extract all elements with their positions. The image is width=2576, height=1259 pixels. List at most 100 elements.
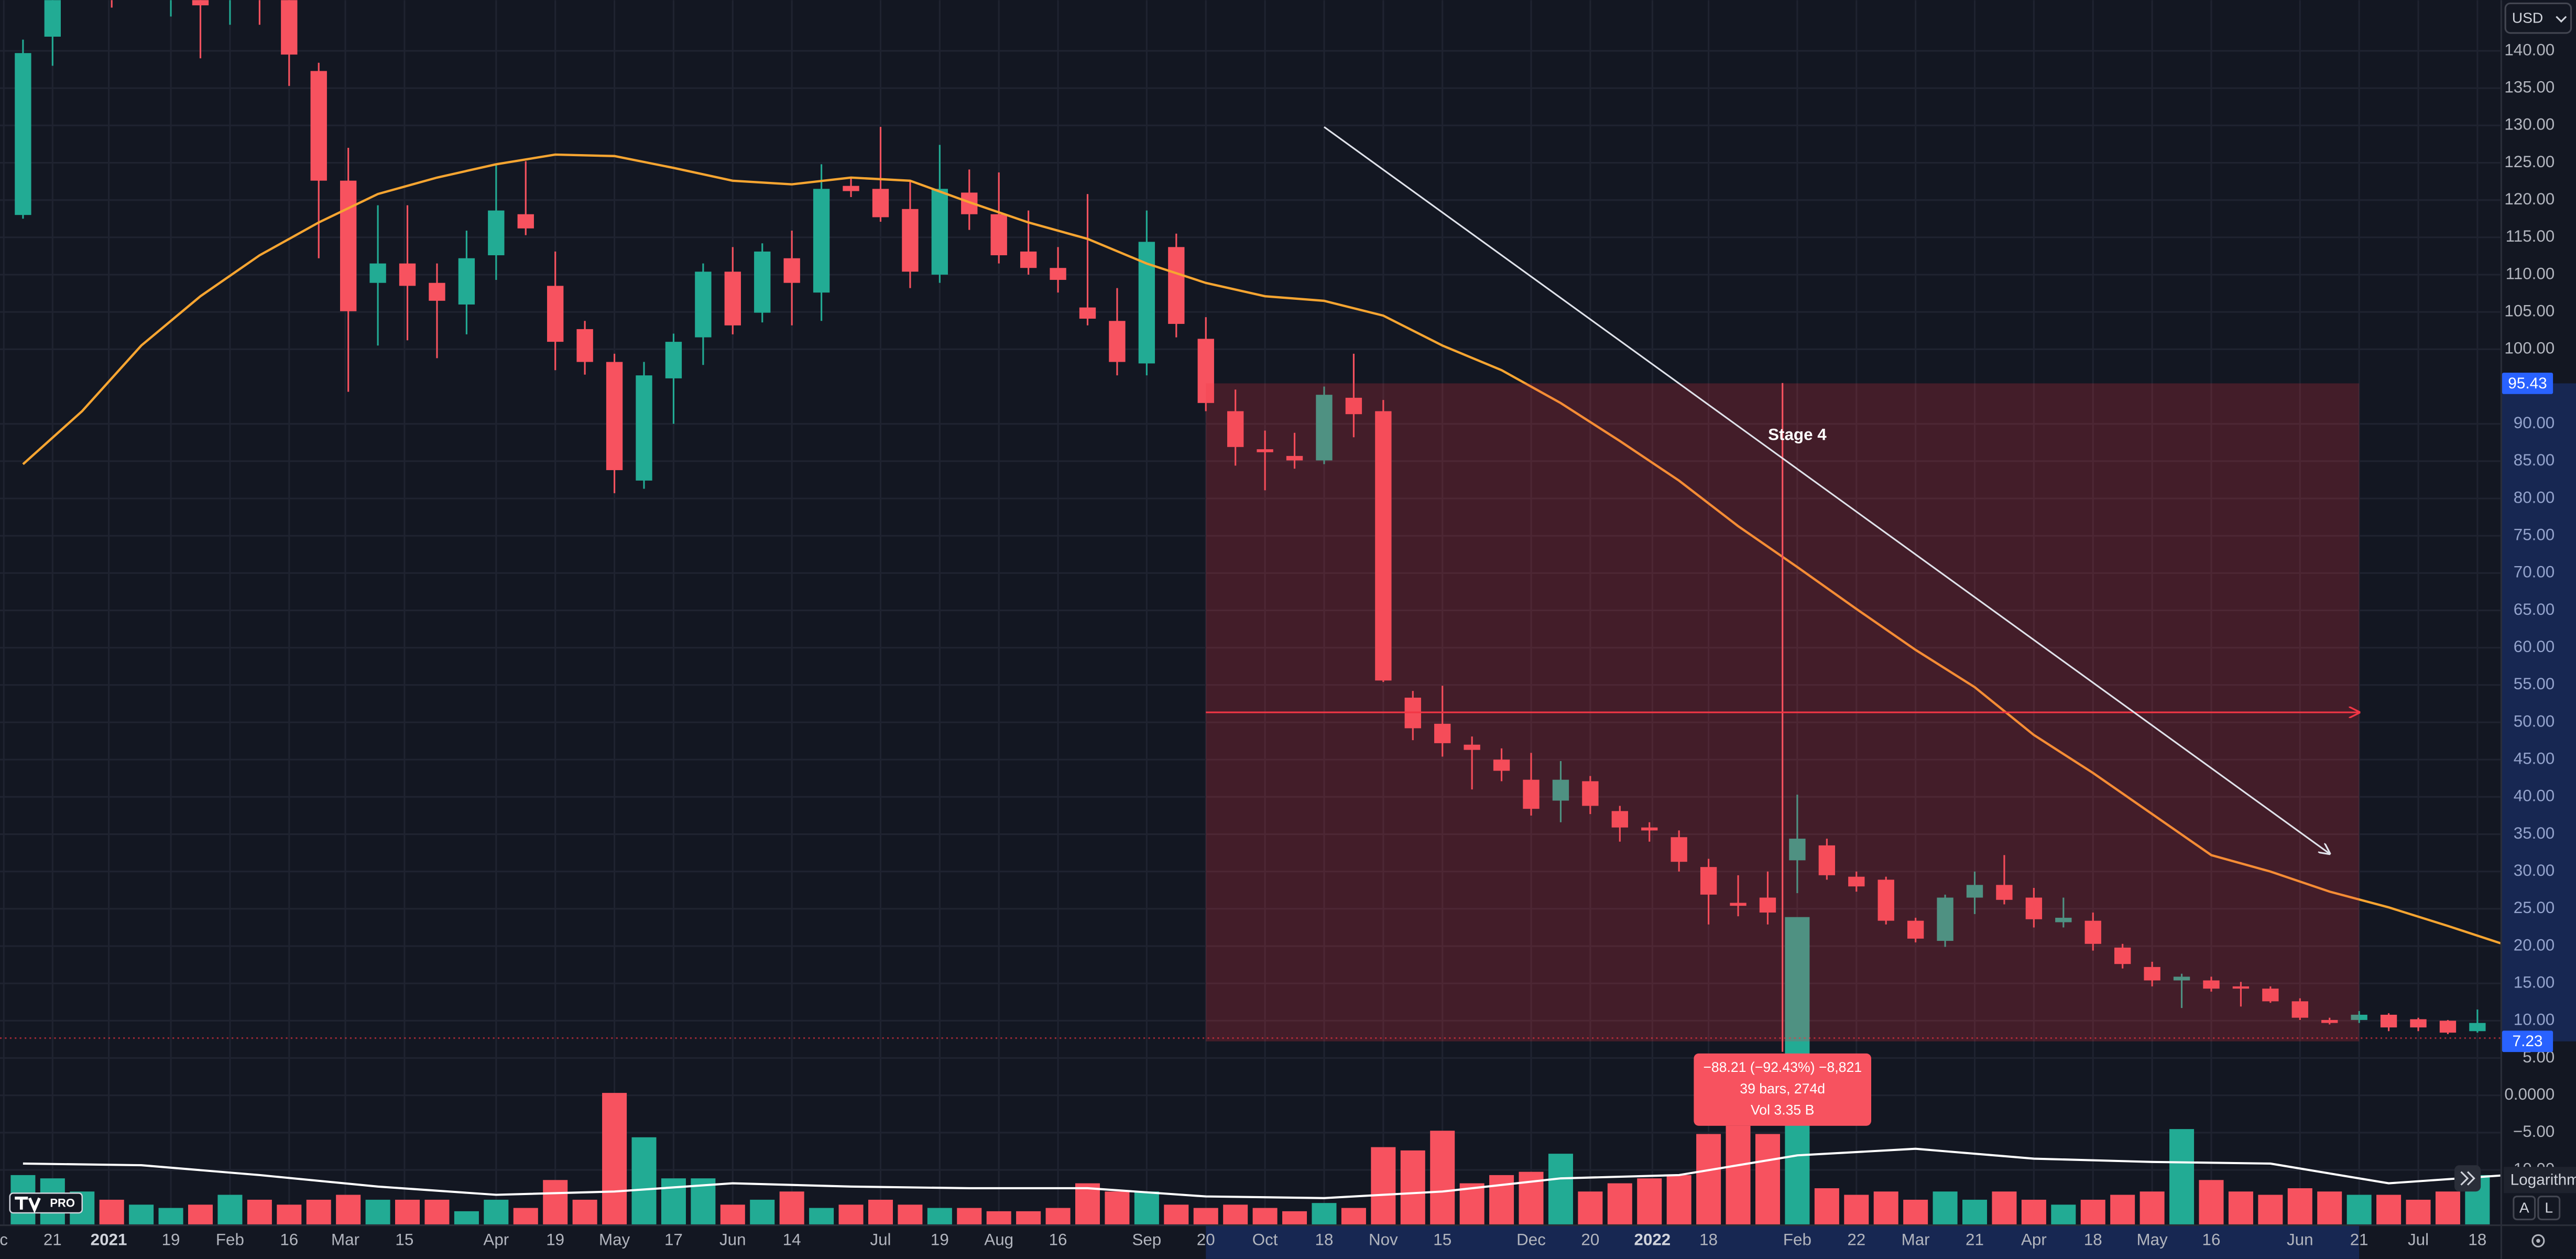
candle-body	[1611, 811, 1628, 828]
price-pane	[15, 0, 2501, 1034]
volume-bar	[1844, 1195, 1869, 1224]
x-tick-label: 17	[664, 1231, 683, 1249]
expand-icon	[2460, 1171, 2475, 1186]
volume-average	[23, 1147, 2501, 1199]
candle-body	[1257, 449, 1273, 452]
x-tick-label: Jul	[2408, 1231, 2429, 1249]
currency-label[interactable]: USD	[2512, 9, 2544, 26]
x-tick-label: c	[0, 1231, 8, 1249]
candle-body	[872, 189, 889, 218]
log-label[interactable]: Logarithm	[2510, 1171, 2576, 1189]
volume-bar	[1164, 1204, 1189, 1224]
candle-body	[2291, 1001, 2308, 1018]
candle-body	[2439, 1021, 2457, 1033]
volume-bar	[1105, 1191, 1130, 1224]
candle-body	[1079, 307, 1096, 319]
auto-button[interactable]	[2513, 1196, 2536, 1221]
volume-bar	[1755, 1134, 1780, 1224]
volume-bar	[1134, 1191, 1159, 1224]
time-range-highlight	[1206, 1226, 2360, 1259]
y-tick-label: 75.00	[2514, 525, 2555, 544]
candle-body	[1848, 876, 1865, 887]
x-tick-label: Apr	[483, 1231, 509, 1249]
y-tick-label: 130.00	[2504, 115, 2555, 134]
candle-body	[1020, 251, 1037, 268]
volume-bar	[1400, 1150, 1425, 1224]
candle-body	[2380, 1014, 2397, 1028]
price-badge	[2502, 1030, 2553, 1052]
x-tick-label: 14	[783, 1231, 801, 1249]
volume-bar	[2317, 1191, 2342, 1224]
y-tick-label: 40.00	[2514, 787, 2555, 805]
settings-icon[interactable]	[2531, 1234, 2545, 1247]
candle-body	[783, 258, 800, 283]
volume-bar	[661, 1178, 686, 1224]
candle-body	[1375, 411, 1392, 681]
y-tick-label: 135.00	[2504, 78, 2555, 96]
currency-button[interactable]	[2504, 2, 2572, 34]
candle-body	[724, 272, 741, 325]
candle-body	[2025, 897, 2043, 919]
y-tick-label: 70.00	[2514, 563, 2555, 581]
volume-bar	[1933, 1191, 1958, 1224]
candle-body	[310, 71, 327, 181]
candle-body	[2144, 967, 2160, 981]
candle-body	[1907, 920, 1924, 939]
candle-body	[2084, 920, 2101, 944]
log-button[interactable]	[2504, 1167, 2576, 1193]
log-short-button[interactable]	[2537, 1196, 2561, 1221]
candle-body	[1523, 779, 1540, 809]
volume-bar	[1607, 1183, 1632, 1224]
candle-body	[2055, 917, 2072, 922]
x-tick-label: Jul	[870, 1231, 891, 1249]
volume-bar	[1637, 1178, 1662, 1224]
x-tick-label: 19	[546, 1231, 564, 1249]
volume-bar	[1696, 1134, 1721, 1224]
volume-bar	[188, 1204, 213, 1224]
y-tick-label: 85.00	[2514, 451, 2555, 469]
candle-body	[399, 263, 416, 286]
volume-bar	[336, 1195, 361, 1224]
auto-label[interactable]: A	[2519, 1199, 2529, 1216]
volume-bar	[2080, 1199, 2105, 1224]
volume-bar	[2169, 1129, 2195, 1224]
grid	[0, 0, 2501, 1224]
volume-bar	[1223, 1204, 1248, 1224]
volume-bar	[1903, 1199, 1928, 1224]
x-tick-label: Apr	[2021, 1231, 2047, 1249]
candle-body	[754, 251, 771, 313]
candle-body	[1582, 781, 1599, 806]
y-tick-label: 55.00	[2514, 675, 2555, 693]
x-tick-label: Feb	[216, 1231, 244, 1249]
volume-bar	[2021, 1199, 2046, 1224]
candle-body	[340, 180, 357, 311]
candle-body	[695, 272, 712, 338]
volume-bar	[1430, 1131, 1455, 1224]
x-tick-label: Aug	[984, 1231, 1013, 1249]
volume-bar	[1726, 1125, 1751, 1224]
volume-bar	[2258, 1195, 2283, 1224]
volume-bar	[484, 1199, 509, 1224]
x-tick-label: May	[599, 1231, 630, 1249]
candle-body	[1464, 744, 1480, 750]
log-short-label[interactable]: L	[2545, 1199, 2553, 1216]
candle-body	[1316, 395, 1333, 461]
volume-bar	[2110, 1195, 2135, 1224]
y-tick-label: 25.00	[2514, 898, 2555, 917]
x-tick-label: Jun	[2287, 1231, 2313, 1249]
ui: Stage 4 −88.21 (−92.43%) −8,821 39 bars,…	[9, 2, 2576, 1247]
candle-body	[2351, 1014, 2367, 1020]
volume-bar	[217, 1195, 243, 1224]
y-tick-label: 120.00	[2504, 190, 2555, 208]
volume-bar	[1341, 1208, 1366, 1224]
volume-bar	[1578, 1191, 1603, 1224]
volume-bar	[720, 1204, 745, 1224]
candle-body	[2262, 989, 2279, 1002]
logo-badge: PRO	[50, 1197, 75, 1210]
x-tick-label: Jun	[719, 1231, 746, 1249]
volume-bar	[838, 1204, 864, 1224]
price-badge	[2502, 373, 2553, 394]
candle-body	[931, 189, 948, 275]
y-tick-label: 0.0000	[2504, 1085, 2555, 1103]
